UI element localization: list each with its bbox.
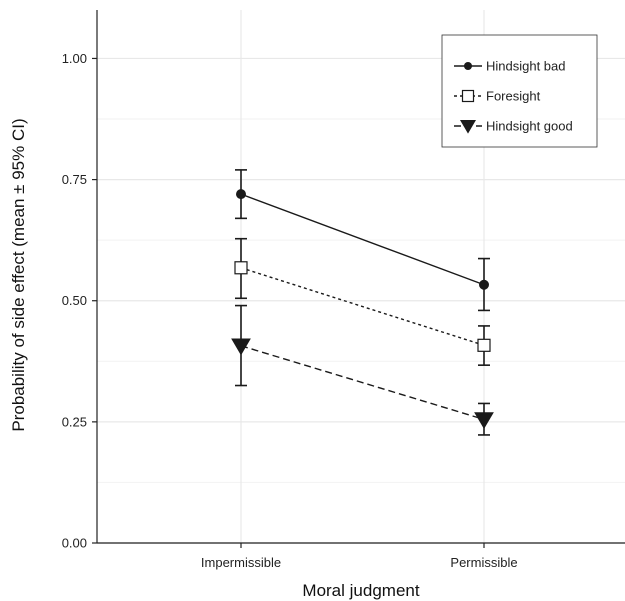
y-tick-label: 0.25 [62, 414, 87, 429]
series-line [240, 267, 485, 346]
legend-label: Hindsight bad [486, 59, 566, 74]
series-1 [234, 237, 491, 366]
series-line [240, 345, 485, 421]
data-point [236, 189, 246, 200]
x-tick-label: Impermissible [201, 555, 281, 570]
x-tick-label: Permissible [450, 555, 517, 570]
legend-item: Hindsight bad [454, 59, 566, 74]
x-axis-title: Moral judgment [302, 581, 419, 600]
y-tick-label: 1.00 [62, 51, 87, 66]
legend: Hindsight bad Foresight Hindsight good [441, 34, 598, 148]
legend-item: Hindsight good [454, 119, 573, 134]
y-axis-title: Probability of side effect (mean ± 95% C… [9, 118, 28, 431]
data-point [479, 279, 489, 290]
legend-marker [461, 89, 475, 103]
legend-marker [464, 62, 472, 70]
data-point [477, 338, 491, 352]
y-tick-label: 0.50 [62, 293, 87, 308]
series-0 [235, 169, 490, 312]
data-point [474, 412, 494, 429]
series-layer [231, 169, 494, 436]
axes: 0.00 0.25 0.50 0.75 1.00 Impermissible Permiss… [62, 10, 625, 570]
legend-label: Foresight [486, 89, 541, 104]
legend-marker [460, 120, 476, 134]
legend-item: Foresight [454, 89, 541, 104]
y-tick-label: 0.00 [62, 536, 87, 551]
data-point [231, 338, 251, 356]
legend-label: Hindsight good [486, 119, 573, 134]
series-2 [231, 304, 494, 436]
y-tick-label: 0.75 [62, 172, 87, 187]
series-line [240, 193, 485, 286]
data-point [234, 261, 248, 275]
